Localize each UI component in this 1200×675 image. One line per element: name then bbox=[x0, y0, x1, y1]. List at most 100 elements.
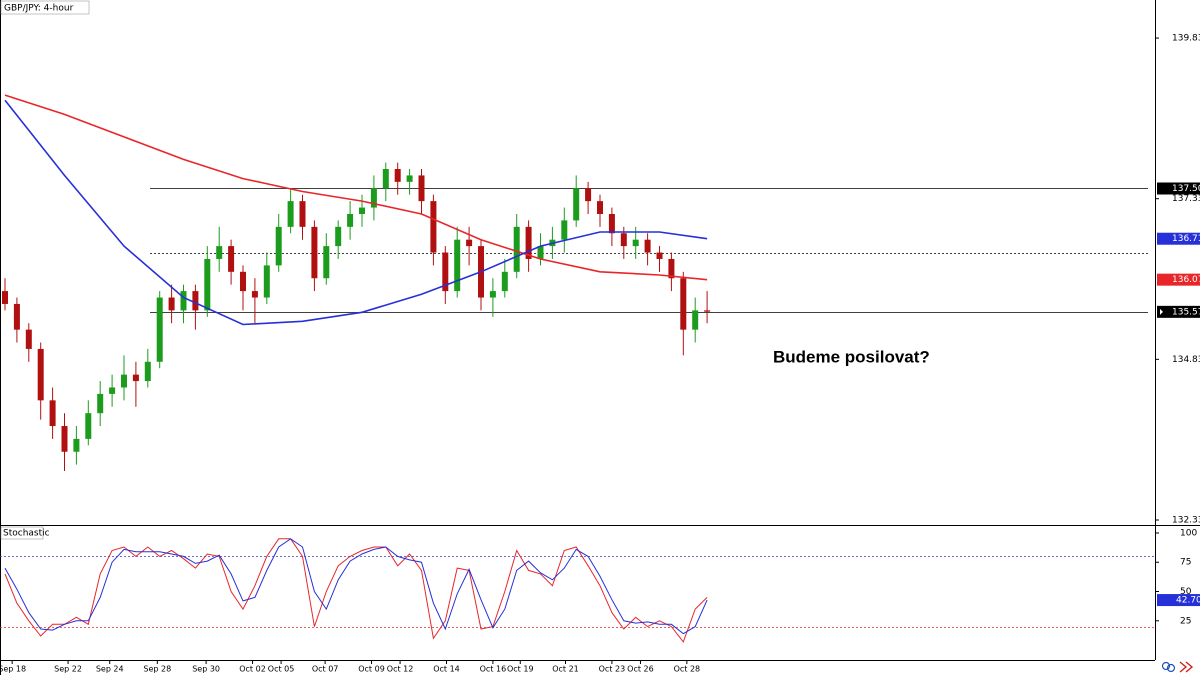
x-tick-label: Oct 19 bbox=[507, 665, 534, 674]
candle-body bbox=[311, 226, 318, 279]
candle-body bbox=[168, 297, 175, 311]
candle-body bbox=[608, 213, 615, 234]
ma-value-box bbox=[1157, 232, 1200, 245]
candle-body bbox=[263, 265, 270, 298]
candle-body bbox=[454, 239, 461, 292]
candle-body bbox=[620, 233, 627, 247]
candle-body bbox=[275, 226, 282, 266]
stoch-line bbox=[4, 538, 708, 643]
candle-body bbox=[37, 348, 44, 401]
indicator-title-box bbox=[0, 526, 44, 540]
candle-body bbox=[668, 258, 675, 279]
x-tick-label: Oct 07 bbox=[312, 665, 339, 674]
icon-link[interactable] bbox=[1161, 661, 1171, 671]
candle-body bbox=[442, 252, 449, 292]
y-tick-label: 134.838 bbox=[1172, 355, 1200, 365]
candle-body bbox=[323, 246, 330, 279]
moving-average bbox=[4, 94, 708, 281]
candle-body bbox=[216, 246, 223, 259]
last-price-label: 135.577 bbox=[1172, 307, 1200, 317]
candle-body bbox=[513, 226, 520, 272]
stoch-tick-label: 75 bbox=[1180, 558, 1191, 568]
candle-body bbox=[13, 303, 20, 330]
candle-body bbox=[597, 201, 603, 214]
candle-body bbox=[418, 175, 425, 202]
candle-body bbox=[287, 201, 294, 227]
last-price-pointer bbox=[1160, 308, 1163, 315]
candle-body bbox=[704, 310, 711, 312]
candle-body bbox=[85, 413, 92, 439]
x-tick-label: Sep 28 bbox=[143, 665, 171, 674]
candle-body bbox=[347, 213, 354, 227]
candle-body bbox=[25, 329, 32, 349]
candle-body bbox=[335, 226, 342, 247]
candle-body bbox=[359, 207, 365, 214]
candle-body bbox=[370, 188, 377, 208]
annotation: Budeme posilovat? bbox=[773, 347, 930, 366]
x-tick-label: Sep 22 bbox=[54, 665, 82, 674]
candle-body bbox=[692, 310, 699, 330]
candle-body bbox=[180, 291, 187, 311]
candle-body bbox=[240, 271, 246, 292]
x-tick-label: Oct 28 bbox=[674, 665, 701, 674]
candle-body bbox=[680, 278, 687, 330]
icon-scroll[interactable] bbox=[1179, 661, 1194, 673]
toolbar-icons[interactable] bbox=[1161, 661, 1194, 673]
x-tick-label: Oct 02 bbox=[239, 665, 266, 674]
candle-body bbox=[632, 239, 639, 247]
stoch-tick-label: 25 bbox=[1180, 616, 1191, 626]
candle-body bbox=[561, 220, 568, 240]
candle-body bbox=[2, 291, 8, 304]
candle-body bbox=[132, 374, 139, 382]
icon-link[interactable] bbox=[1166, 663, 1176, 673]
candle-body bbox=[394, 169, 401, 182]
candle-body bbox=[73, 438, 80, 452]
candle-body bbox=[299, 201, 306, 227]
candle-body bbox=[382, 169, 389, 189]
candle-body bbox=[656, 252, 663, 259]
stoch-readout-label: 42.70 bbox=[1176, 596, 1200, 606]
y-tick-label: 132.338 bbox=[1172, 515, 1200, 525]
candle-body bbox=[644, 239, 651, 253]
plot-layer: 139.838 137.338 134.838 132.338 137.500 136.0… bbox=[0, 34, 1200, 674]
x-tick-label: Oct 05 bbox=[268, 665, 295, 674]
candle-body bbox=[144, 361, 151, 382]
candle-body bbox=[525, 226, 532, 259]
candle-body bbox=[537, 246, 544, 259]
candle-body bbox=[156, 297, 163, 362]
x-tick-label: Sep 18 bbox=[0, 665, 26, 674]
x-tick-label: Oct 23 bbox=[599, 665, 626, 674]
candle-body bbox=[585, 188, 592, 202]
candle-body bbox=[49, 400, 56, 427]
title-box bbox=[0, 0, 90, 15]
candle-body bbox=[489, 291, 496, 298]
stoch-line bbox=[4, 538, 708, 635]
x-tick-label: Oct 14 bbox=[433, 665, 460, 674]
price-label: 137.500 bbox=[1172, 184, 1200, 194]
candle-body bbox=[228, 246, 235, 272]
indicator-title: Stochastic bbox=[3, 529, 50, 539]
y-tick-label: 137.338 bbox=[1172, 194, 1200, 204]
stoch-readout-box bbox=[1157, 594, 1200, 607]
ma-value-label: 136.715 bbox=[1172, 234, 1200, 244]
stoch-tick-label: 100 bbox=[1180, 528, 1197, 538]
x-tick-label: Oct 16 bbox=[480, 665, 507, 674]
x-tick-label: Oct 26 bbox=[627, 665, 654, 674]
x-tick-label: Sep 30 bbox=[192, 665, 220, 674]
candle-body bbox=[466, 239, 473, 247]
candle-body bbox=[121, 374, 127, 388]
x-tick-label: Oct 12 bbox=[387, 665, 414, 674]
x-tick-label: Sep 24 bbox=[96, 665, 124, 674]
candle-body bbox=[501, 271, 508, 292]
candle-body bbox=[61, 426, 68, 452]
ma-value-box bbox=[1157, 273, 1200, 286]
candle-body bbox=[192, 291, 199, 311]
x-tick-label: Oct 21 bbox=[552, 665, 579, 674]
candle-body bbox=[97, 393, 104, 414]
y-tick-label: 139.838 bbox=[1172, 34, 1200, 44]
stoch-tick-label: 50 bbox=[1180, 587, 1192, 597]
candle-body bbox=[204, 258, 211, 311]
chart-title: GBP/JPY: 4-hour bbox=[4, 4, 74, 14]
